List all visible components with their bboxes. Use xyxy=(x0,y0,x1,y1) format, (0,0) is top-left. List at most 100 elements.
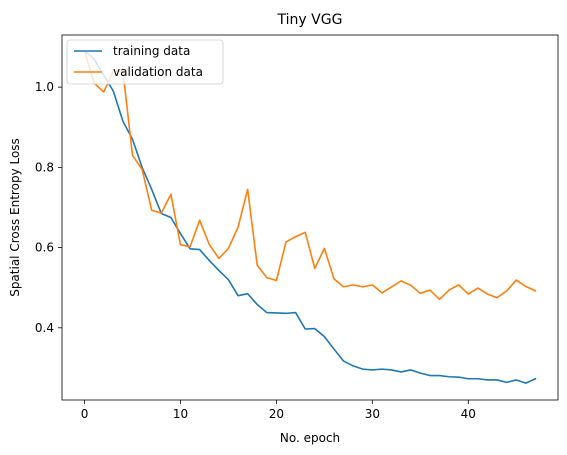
data-point-validation-data xyxy=(343,286,345,288)
data-point-training-data xyxy=(247,293,249,295)
data-point-training-data xyxy=(218,270,220,272)
x-tick-label: 10 xyxy=(173,407,188,421)
data-point-training-data xyxy=(343,360,345,362)
data-point-training-data xyxy=(132,138,134,140)
data-point-training-data xyxy=(323,336,325,338)
data-point-training-data xyxy=(371,369,373,371)
data-point-validation-data xyxy=(141,168,143,170)
data-point-validation-data xyxy=(199,219,201,221)
data-point-training-data xyxy=(285,312,287,314)
data-point-training-data xyxy=(266,312,268,314)
series-line-training-data xyxy=(83,50,537,384)
data-point-validation-data xyxy=(256,264,258,266)
data-point-validation-data xyxy=(419,292,421,294)
data-point-training-data xyxy=(381,368,383,370)
data-point-validation-data xyxy=(391,286,393,288)
data-point-validation-data xyxy=(304,231,306,233)
data-point-training-data xyxy=(304,328,306,330)
data-point-validation-data xyxy=(506,290,508,292)
x-tick-label: 20 xyxy=(269,407,284,421)
data-point-validation-data xyxy=(237,226,239,228)
data-point-training-data xyxy=(314,328,316,330)
plot-frame xyxy=(61,34,559,401)
y-tick-label: 0.6 xyxy=(35,241,54,255)
data-point-validation-data xyxy=(467,293,469,295)
y-axis-label: Spatial Cross Entropy Loss xyxy=(8,138,22,297)
y-axis: 0.4 0.6 0.8 1.0 xyxy=(35,80,62,335)
x-tick-label: 30 xyxy=(365,407,380,421)
legend-label-validation: validation data xyxy=(113,65,203,79)
data-point-training-data xyxy=(419,372,421,374)
data-point-training-data xyxy=(237,295,239,297)
data-point-training-data xyxy=(467,378,469,380)
data-point-validation-data xyxy=(247,189,249,191)
data-point-validation-data xyxy=(352,284,354,286)
data-point-training-data xyxy=(477,378,479,380)
data-point-validation-data xyxy=(535,290,537,292)
data-point-validation-data xyxy=(228,247,230,249)
y-tick-label: 0.8 xyxy=(35,160,54,174)
data-point-training-data xyxy=(391,369,393,371)
data-point-validation-data xyxy=(314,268,316,270)
data-point-training-data xyxy=(180,233,182,235)
y-tick-label: 0.4 xyxy=(35,321,54,335)
data-point-training-data xyxy=(525,382,527,384)
data-point-validation-data xyxy=(276,280,278,282)
data-point-training-data xyxy=(535,378,537,380)
data-point-validation-data xyxy=(285,241,287,243)
data-point-training-data xyxy=(448,376,450,378)
data-point-validation-data xyxy=(371,284,373,286)
data-point-training-data xyxy=(256,304,258,306)
data-point-training-data xyxy=(410,369,412,371)
plot-area xyxy=(62,35,558,400)
data-point-training-data xyxy=(506,381,508,383)
legend: training data validation data xyxy=(66,39,224,85)
data-point-validation-data xyxy=(218,258,220,260)
data-point-validation-data xyxy=(208,243,210,245)
data-point-training-data xyxy=(199,249,201,251)
data-point-training-data xyxy=(439,375,441,377)
data-point-validation-data xyxy=(429,289,431,291)
data-point-training-data xyxy=(496,379,498,381)
y-tick-label: 1.0 xyxy=(35,80,54,94)
data-point-training-data xyxy=(458,376,460,378)
data-point-validation-data xyxy=(458,284,460,286)
data-point-training-data xyxy=(400,371,402,373)
data-point-validation-data xyxy=(323,247,325,249)
chart-title: Tiny VGG xyxy=(277,12,343,28)
data-point-validation-data xyxy=(400,280,402,282)
data-point-validation-data xyxy=(132,154,134,156)
data-point-validation-data xyxy=(151,209,153,211)
data-point-training-data xyxy=(122,120,124,122)
series-line-validation-data xyxy=(83,50,537,301)
data-point-training-data xyxy=(487,379,489,381)
data-point-training-data xyxy=(112,90,114,92)
data-point-validation-data xyxy=(381,292,383,294)
data-point-validation-data xyxy=(448,289,450,291)
data-point-validation-data xyxy=(487,293,489,295)
data-point-training-data xyxy=(189,248,191,250)
data-point-validation-data xyxy=(333,278,335,280)
data-point-training-data xyxy=(333,348,335,350)
data-point-validation-data xyxy=(439,298,441,300)
data-point-validation-data xyxy=(170,193,172,195)
data-point-training-data xyxy=(295,312,297,314)
data-point-training-data xyxy=(429,375,431,377)
data-point-validation-data xyxy=(525,286,527,288)
data-point-validation-data xyxy=(515,279,517,281)
x-axis: 0 10 20 30 40 xyxy=(81,400,476,421)
data-point-validation-data xyxy=(189,246,191,248)
data-point-training-data xyxy=(276,312,278,314)
data-point-training-data xyxy=(208,260,210,262)
x-tick-label: 0 xyxy=(81,407,89,421)
data-point-training-data xyxy=(151,189,153,191)
data-point-training-data xyxy=(362,368,364,370)
data-point-validation-data xyxy=(362,286,364,288)
x-axis-label: No. epoch xyxy=(280,431,340,445)
data-point-validation-data xyxy=(295,236,297,238)
data-point-validation-data xyxy=(266,277,268,279)
data-point-training-data xyxy=(352,365,354,367)
data-point-validation-data xyxy=(180,244,182,246)
data-point-training-data xyxy=(170,217,172,219)
